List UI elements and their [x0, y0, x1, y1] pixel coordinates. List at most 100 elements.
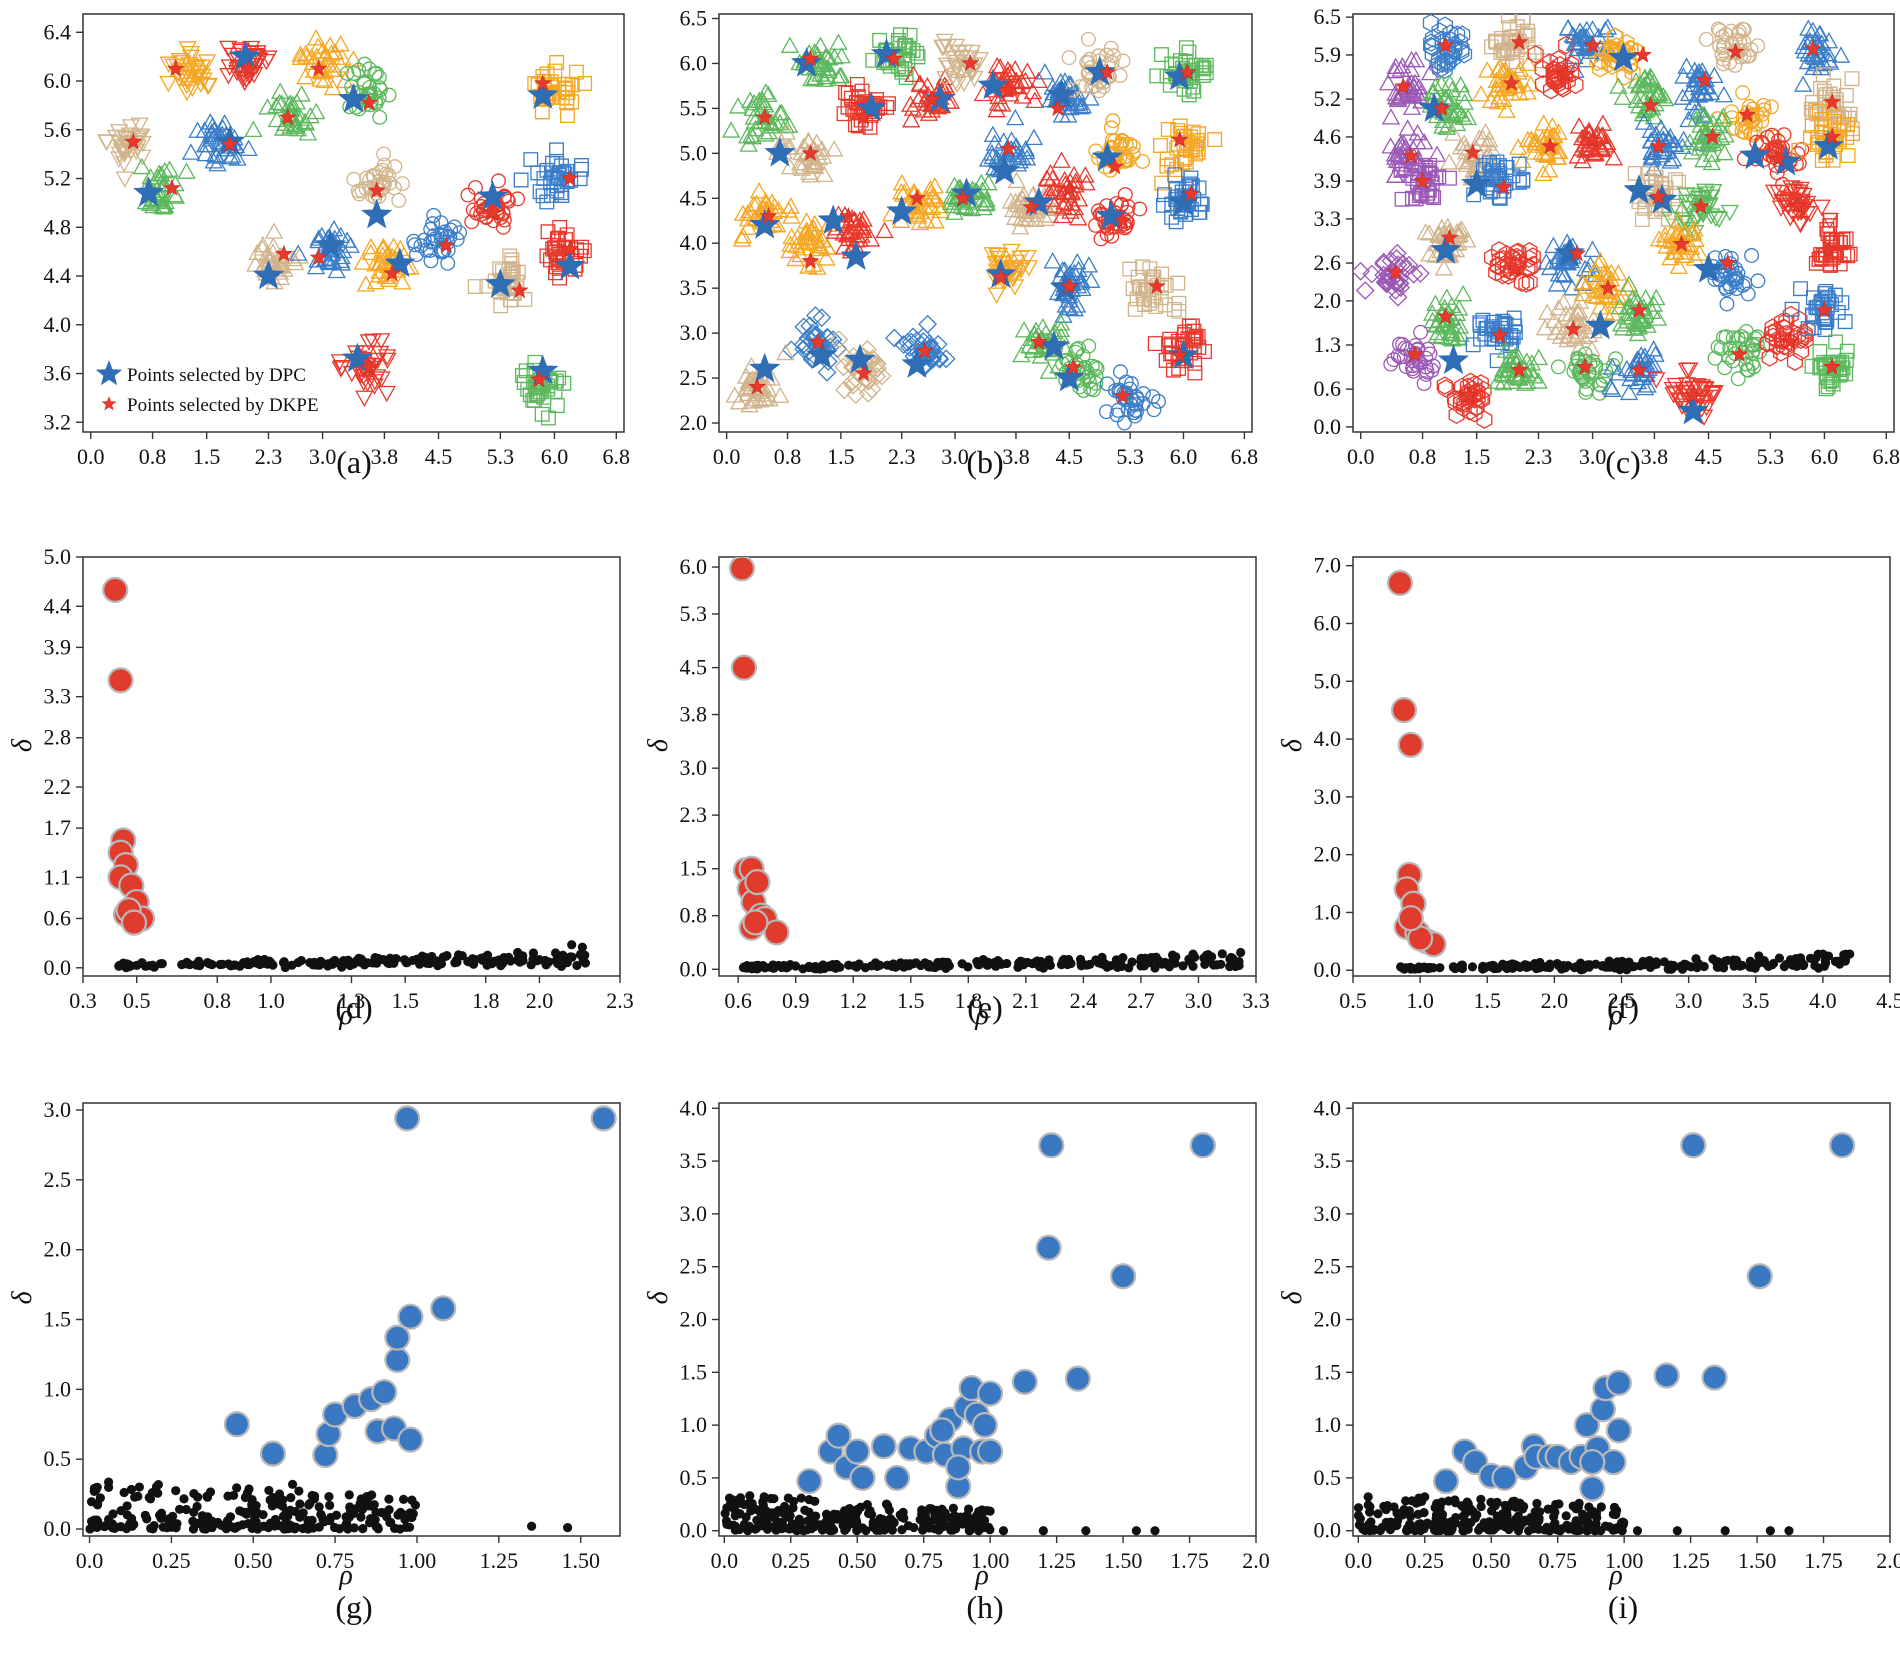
- cluster-point: [1494, 90, 1513, 107]
- y-tick-label: 5.3: [680, 601, 708, 626]
- background-point: [370, 953, 380, 963]
- cluster-point: [817, 362, 837, 382]
- cluster-point: [1826, 113, 1842, 129]
- cluster-point: [132, 157, 152, 175]
- background-point: [1066, 958, 1076, 969]
- dkpe-center-star: [1413, 171, 1432, 189]
- cluster-point: [270, 93, 289, 111]
- dpc-center-star: [1461, 167, 1493, 198]
- x-tick-label: 2.4: [1070, 988, 1098, 1013]
- background-point: [451, 955, 461, 965]
- cluster-point: [1842, 106, 1858, 122]
- cluster-point: [556, 81, 572, 97]
- cluster-point: [858, 383, 878, 403]
- cluster-point: [291, 45, 310, 62]
- cluster-point: [1577, 277, 1596, 294]
- cluster-point: [1779, 337, 1796, 357]
- center-point: [1397, 905, 1424, 932]
- x-tick-label: 5.3: [487, 444, 515, 469]
- cluster-point: [1706, 210, 1726, 228]
- cluster-point: [987, 149, 1007, 166]
- cluster-point: [1781, 210, 1800, 227]
- cluster-point: [1610, 297, 1629, 315]
- cluster-point: [742, 126, 761, 143]
- cluster-point: [1073, 279, 1092, 296]
- cluster: [1609, 67, 1675, 125]
- cluster: [460, 173, 526, 235]
- cluster-point: [1684, 75, 1703, 92]
- cluster-point: [1817, 286, 1833, 301]
- cluster-point: [535, 69, 551, 85]
- cluster-point: [292, 85, 311, 102]
- cluster-point: [1120, 199, 1136, 214]
- background-point: [111, 1522, 121, 1532]
- cluster-point: [1534, 164, 1553, 182]
- background-point: [1755, 956, 1765, 966]
- cluster-point: [1547, 275, 1567, 292]
- cluster-point: [1661, 127, 1680, 145]
- background-point: [1467, 962, 1478, 972]
- dkpe-center-star: [278, 108, 297, 126]
- cluster-point: [948, 45, 968, 62]
- x-tick-label: 0.8: [204, 988, 232, 1013]
- cluster-point: [1198, 65, 1214, 81]
- background-point: [1150, 963, 1160, 973]
- cluster: [1647, 362, 1724, 426]
- cluster-point: [1466, 403, 1483, 423]
- dpc-center-star: [554, 249, 586, 280]
- cluster-point: [1609, 364, 1628, 381]
- cluster-point: [1491, 250, 1508, 269]
- cluster-point: [1688, 378, 1707, 395]
- y-tick-label: 3.6: [44, 361, 72, 386]
- dkpe-center-star: [1098, 63, 1117, 80]
- dkpe-center-star: [309, 59, 328, 77]
- cluster-point: [1643, 302, 1662, 319]
- cluster-point: [1453, 39, 1470, 59]
- cluster-point: [762, 114, 781, 132]
- plot-area: [102, 576, 590, 973]
- cluster-point: [1014, 185, 1033, 203]
- background-point: [1401, 963, 1411, 973]
- dkpe-center-star: [383, 264, 402, 282]
- cluster-point: [1416, 376, 1432, 392]
- cluster-point: [1811, 103, 1827, 119]
- cluster-point: [1793, 281, 1808, 297]
- y-tick-label: 1.3: [1314, 332, 1342, 357]
- cluster-point: [1815, 67, 1831, 83]
- cluster-point: [1393, 162, 1409, 178]
- dpc-center-star: [844, 343, 876, 374]
- cluster-point: [350, 183, 366, 199]
- x-tick-label: 1.5: [1463, 444, 1491, 469]
- cluster-point: [936, 349, 956, 369]
- cluster-point: [1598, 363, 1614, 379]
- background-point: [1225, 961, 1235, 972]
- cluster-point: [738, 209, 758, 227]
- background-point: [265, 1495, 275, 1505]
- cluster-point: [1649, 229, 1669, 247]
- cluster-point: [1195, 61, 1211, 77]
- cluster-point: [1583, 286, 1603, 304]
- cluster-point: [1207, 132, 1223, 148]
- cluster-point: [1151, 394, 1166, 409]
- cluster: [1153, 118, 1223, 191]
- cluster-point: [264, 237, 283, 254]
- cluster-point: [1065, 198, 1085, 216]
- dkpe-center-star: [1564, 319, 1583, 337]
- dkpe-center-star: [1575, 357, 1594, 375]
- cluster-point: [220, 59, 239, 76]
- chart-panel-d: 0.3 0.5 0.8 1.0 1.3 1.5 1.8 2.0 2.30.00.61.11.72…: [7, 544, 634, 1031]
- dpc-center-star: [988, 154, 1021, 185]
- background-point: [294, 1486, 304, 1496]
- cluster-point: [1478, 61, 1497, 78]
- x-tick-label: 2.3: [255, 444, 283, 469]
- center-points: [102, 576, 156, 936]
- cluster-point: [1449, 329, 1468, 346]
- background-point: [1666, 960, 1676, 970]
- cluster-point: [793, 335, 813, 355]
- cluster-point: [754, 389, 773, 406]
- cluster: [244, 82, 326, 141]
- cluster-point: [1149, 277, 1165, 293]
- cluster-point: [1362, 264, 1382, 284]
- cluster-point: [116, 130, 135, 147]
- cluster-point: [1840, 148, 1856, 164]
